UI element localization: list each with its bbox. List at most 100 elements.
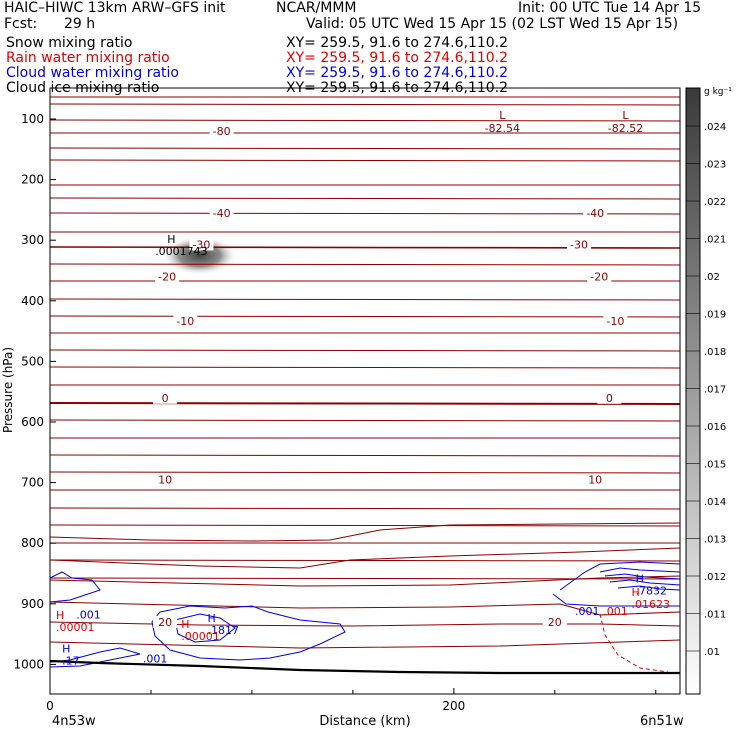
rain-water-high-value: .00001 (181, 630, 220, 643)
temperature-contour-label: -40 (586, 207, 604, 220)
cloud-water-high-marker: H (62, 642, 70, 655)
terrain-surface-line (49, 659, 680, 675)
y-tick-label: 300 (21, 233, 44, 247)
colorbar-tick-label: .012 (704, 572, 726, 583)
colorbar-unit: g kg⁻¹ (704, 87, 732, 97)
rain-water-high-marker: H (632, 586, 640, 599)
colorbar-tick-label: .018 (704, 347, 726, 358)
temperature-contour-line (49, 103, 681, 106)
freezing-level-contour (49, 402, 681, 405)
cloud-water-contour-label: .001 (143, 652, 168, 665)
cloud-water-high-value: .1817 (208, 624, 240, 637)
colorbar-tick-label: .014 (704, 497, 726, 508)
temperature-contour-line (49, 575, 681, 587)
temperature-low-value: -82.52 (608, 122, 643, 135)
colorbar-tick-label: .016 (704, 422, 726, 433)
cloud-water-contours (49, 561, 681, 668)
label-backing (189, 238, 214, 251)
cloud-ice-shading (161, 235, 238, 276)
organization-label: NCAR/MMM (276, 0, 357, 16)
temperature-contour-line (49, 212, 681, 215)
rain-water-contour-line (599, 613, 669, 673)
temperature-low-marker: L (499, 109, 506, 122)
y-tick-label: 100 (21, 112, 44, 126)
colorbar-tick-label: .023 (704, 160, 726, 171)
temperature-contour-label: -10 (176, 315, 194, 328)
field-label-cloud-water: Cloud water mixing ratio (6, 65, 179, 81)
temperature-contour-line (49, 524, 681, 527)
temperature-contour-line (49, 522, 681, 542)
y-tick-label: 500 (21, 354, 44, 368)
cloud-water-contour-line (174, 613, 236, 643)
temperature-contour-line (49, 559, 681, 562)
field-xy-cloud-water: XY= 259.5, 91.6 to 274.6,110.2 (286, 65, 509, 81)
temperature-contour-line (49, 454, 681, 457)
pressure-axis: 100 200 300 400 500 600 700 800 900 1000 (13, 112, 56, 671)
colorbar-gradient (685, 87, 701, 695)
label-backing (153, 391, 178, 404)
cloud-water-contour-line (609, 579, 681, 586)
cloud-water-contour-label: .001 (76, 609, 101, 622)
temperature-contour-line (49, 349, 681, 352)
colorbar-tick-label: .015 (704, 460, 726, 471)
field-xy-snow: XY= 259.5, 91.6 to 274.6,110.2 (286, 35, 509, 51)
field-xy-rain: XY= 259.5, 91.6 to 274.6,110.2 (286, 50, 509, 66)
rain-water-contours (599, 613, 669, 673)
cloud-water-high-value: .7832 (636, 585, 668, 598)
temperature-low-marker: L (622, 109, 629, 122)
label-backing (209, 206, 234, 219)
temperature-contour-line (49, 419, 681, 422)
temperature-contour-label: 0 (162, 392, 169, 405)
temperature-contour-line (49, 119, 681, 122)
cloud-water-high-marker: H (208, 612, 216, 625)
temperature-contour-label: -10 (606, 315, 624, 328)
rain-water-high-marker: H (56, 609, 64, 622)
temperature-contours (49, 96, 681, 649)
valid-time: Valid: 05 UTC Wed 15 Apr 15 (02 LST Wed … (306, 16, 679, 32)
x-tick-label: 200 (442, 699, 465, 713)
label-backing (597, 391, 622, 404)
cloud-water-contour-line (552, 593, 680, 607)
field-label-snow: Snow mixing ratio (6, 35, 133, 51)
cloud-ice-high-marker: H (167, 233, 175, 246)
temperature-contour-line (49, 147, 681, 150)
temperature-contour-line (49, 298, 681, 301)
colorbar-tick-label: .022 (704, 197, 726, 208)
label-backing (587, 270, 612, 283)
label-backing (603, 314, 628, 327)
y-tick-label: 800 (21, 536, 44, 550)
temperature-contour-label: -20 (158, 271, 176, 284)
colorbar-tick-label: .02 (704, 272, 720, 283)
rain-water-high-marker: H (181, 618, 189, 631)
cloud-water-contour-line (559, 561, 681, 591)
left-endpoint-label: 4n53w (52, 714, 96, 729)
y-tick-label: 200 (21, 173, 44, 187)
temperature-contour-line (49, 159, 681, 162)
rain-water-contour-label: .001 (603, 605, 628, 618)
temperature-contour-label: 10 (588, 474, 602, 487)
temperature-contour-label: 20 (158, 616, 172, 629)
colorbar-tick-label: .01 (704, 647, 720, 658)
temperature-contour-line (49, 366, 681, 369)
temperature-low-value: -82.54 (485, 122, 520, 135)
label-backing (209, 125, 234, 138)
temperature-contour-label: 0 (606, 392, 613, 405)
label-backing (583, 473, 608, 486)
distance-axis: 0 200 (46, 688, 657, 713)
cloud-ice-high-value: .0001743 (155, 245, 208, 258)
terrain-line (49, 659, 680, 675)
temperature-contour-line (49, 197, 681, 200)
cloud-water-contour-line (49, 571, 101, 603)
temperature-contour-label: 10 (158, 474, 172, 487)
colorbar-tick-label: .011 (704, 610, 726, 621)
label-backing (153, 616, 178, 629)
rain-water-high-value: .00001 (56, 621, 95, 634)
temperature-contour-line (49, 315, 681, 318)
temperature-contour-line (49, 507, 681, 510)
temperature-contour-label: -30 (192, 238, 210, 251)
y-tick-label: 700 (21, 476, 44, 490)
label-backing (583, 206, 608, 219)
cloud-water-high-marker: H (636, 573, 644, 586)
